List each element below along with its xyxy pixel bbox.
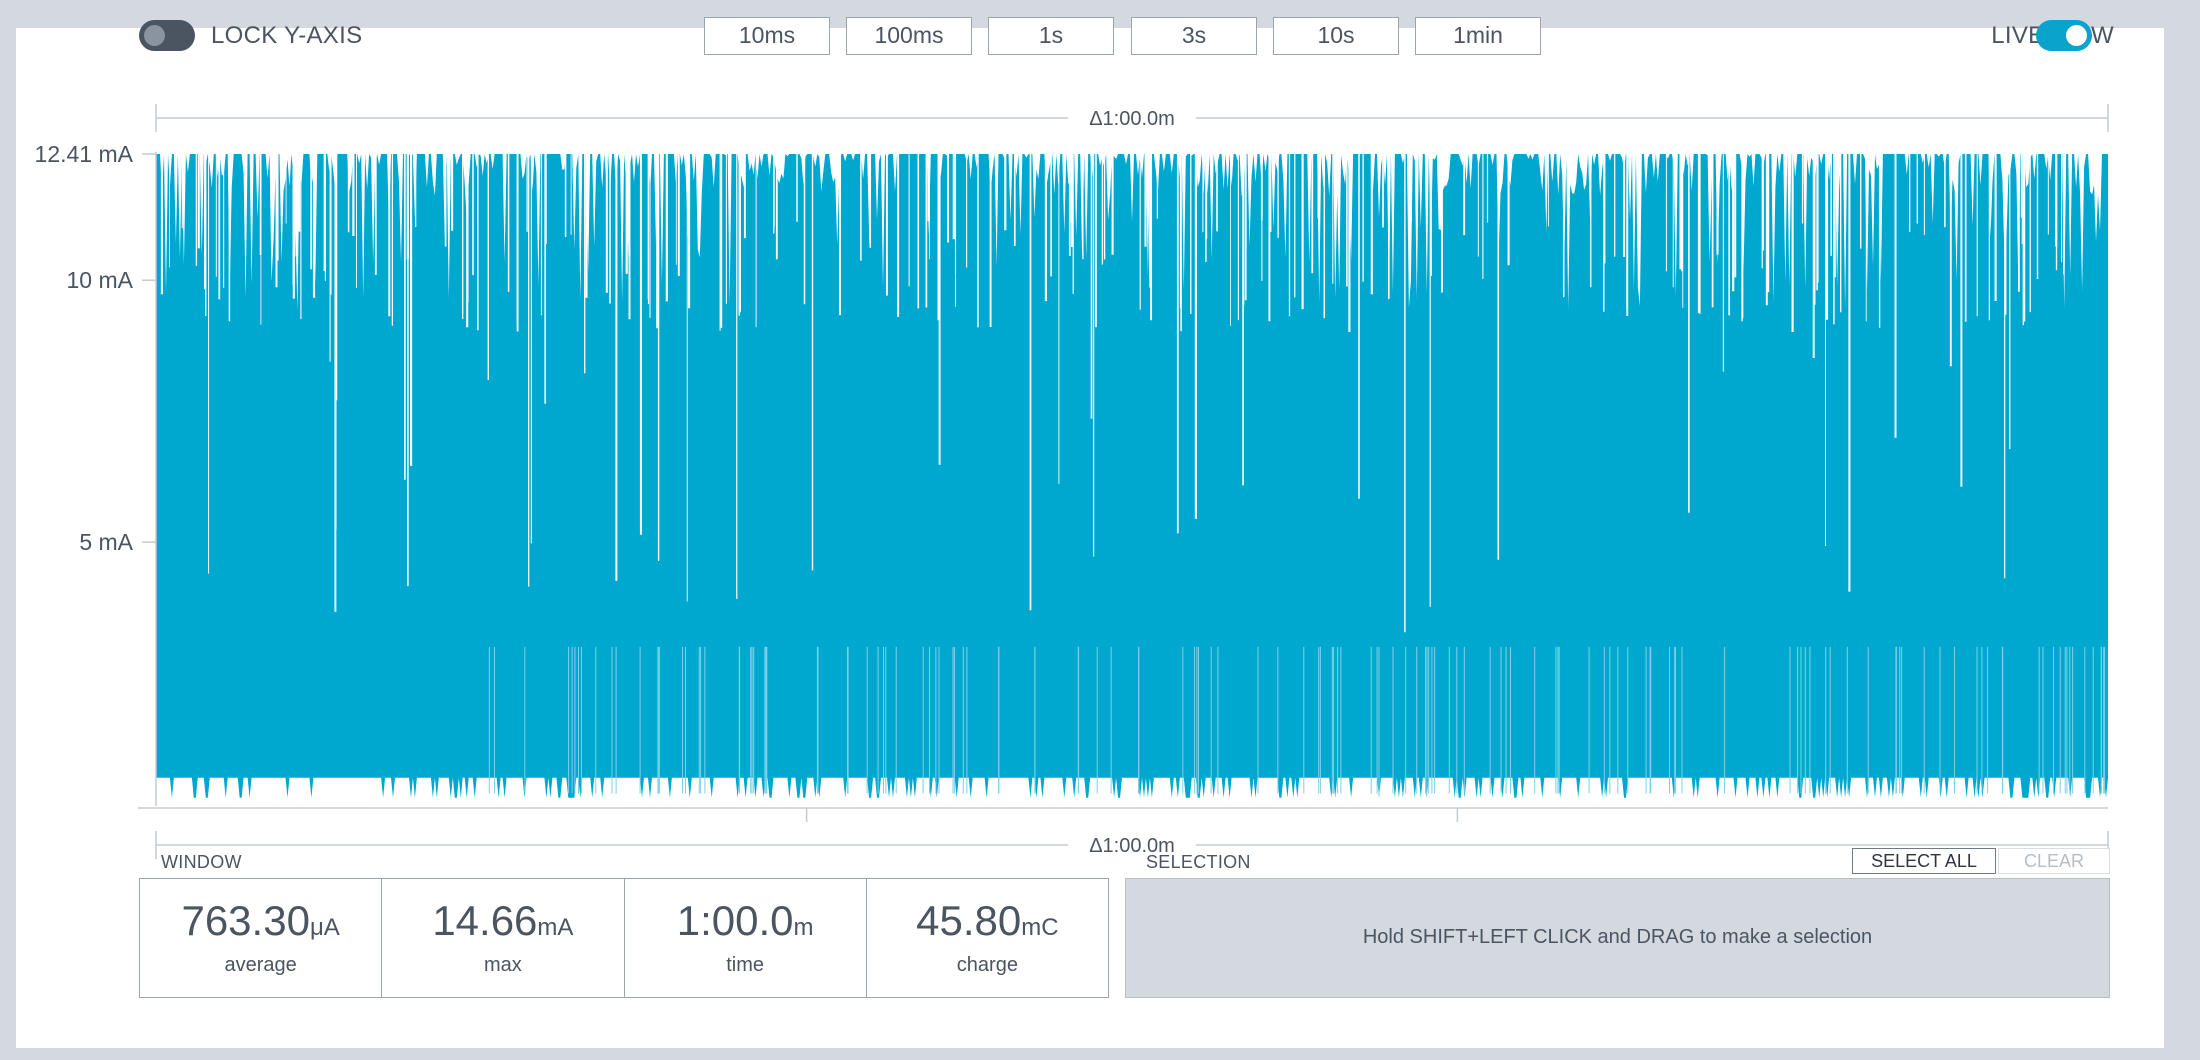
window-1s-button[interactable]: 1s bbox=[988, 17, 1114, 55]
live-view-toggle[interactable] bbox=[2036, 20, 2092, 51]
window-stats: 763.30μA average 14.66mA max 1:00.0m tim… bbox=[139, 878, 1109, 998]
stat-charge: 45.80mC charge bbox=[867, 879, 1108, 997]
window-1min-button[interactable]: 1min bbox=[1415, 17, 1541, 55]
stat-time: 1:00.0m time bbox=[625, 879, 867, 997]
window-section-label: WINDOW bbox=[161, 852, 242, 872]
lock-y-axis-toggle[interactable] bbox=[139, 20, 195, 51]
window-10ms-button[interactable]: 10ms bbox=[704, 17, 830, 55]
trace-area bbox=[156, 154, 2108, 798]
time-span-top: Δ1:00.0m bbox=[155, 104, 2109, 132]
current-chart[interactable]: Δ1:00.0m 12.41 mA 10 mA 5 mA Δ1:00.0m bbox=[0, 0, 2200, 860]
stat-max-caption: max bbox=[483, 954, 522, 976]
stat-average-unit: μA bbox=[309, 914, 340, 941]
stat-max-unit: mA bbox=[537, 914, 574, 941]
lock-toggle-knob bbox=[144, 25, 165, 46]
window-100ms-button[interactable]: 100ms bbox=[846, 17, 972, 55]
current-trace bbox=[156, 152, 2108, 798]
live-toggle-knob bbox=[2066, 25, 2087, 46]
y-tick-label-0: 12.41 mA bbox=[35, 141, 134, 167]
span-top-label: Δ1:00.0m bbox=[1089, 108, 1175, 130]
stat-charge-value: 45.80mC bbox=[916, 897, 1059, 944]
stat-max-value: 14.66mA bbox=[432, 897, 574, 944]
stat-average-caption: average bbox=[224, 954, 297, 976]
window-3s-button[interactable]: 3s bbox=[1131, 17, 1257, 55]
stat-max: 14.66mA max bbox=[382, 879, 625, 997]
lock-y-axis-label: LOCK Y-AXIS bbox=[211, 22, 363, 49]
stat-time-value: 1:00.0m bbox=[676, 897, 814, 944]
selection-hint: Hold SHIFT+LEFT CLICK and DRAG to make a… bbox=[1362, 926, 1873, 948]
chart-axes: 12.41 mA 10 mA 5 mA bbox=[35, 141, 2108, 822]
y-tick-label-2: 5 mA bbox=[79, 529, 133, 555]
time-span-bottom: Δ1:00.0m bbox=[155, 831, 2109, 859]
select-all-button[interactable]: SELECT ALL bbox=[1852, 848, 1996, 874]
y-tick-label-1: 10 mA bbox=[67, 267, 134, 293]
window-10s-button[interactable]: 10s bbox=[1273, 17, 1399, 55]
span-bottom-label: Δ1:00.0m bbox=[1089, 835, 1175, 857]
selection-section-label: SELECTION bbox=[1146, 852, 1251, 872]
stat-charge-unit: mC bbox=[1021, 914, 1059, 941]
selection-area[interactable]: Hold SHIFT+LEFT CLICK and DRAG to make a… bbox=[1125, 878, 2110, 998]
stat-time-unit: m bbox=[793, 914, 814, 941]
clear-button[interactable]: CLEAR bbox=[1998, 848, 2110, 874]
stat-average: 763.30μA average bbox=[140, 879, 383, 997]
stat-time-caption: time bbox=[726, 954, 765, 976]
stat-average-value: 763.30μA bbox=[181, 897, 340, 944]
stat-charge-caption: charge bbox=[956, 954, 1018, 976]
